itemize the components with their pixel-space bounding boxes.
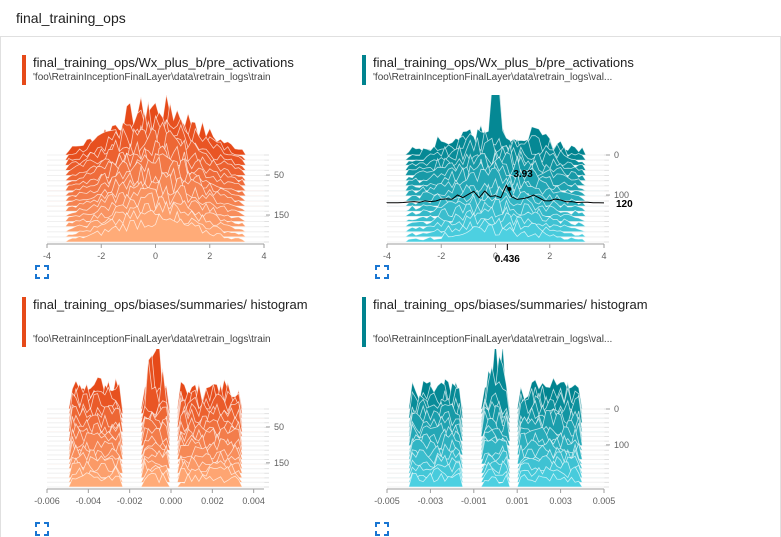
y-axis: 0 100 xyxy=(606,150,629,200)
run-color-bar xyxy=(362,297,366,347)
x-tick-label: -2 xyxy=(437,251,445,261)
x-tick-label: 4 xyxy=(261,251,266,261)
card-title: final_training_ops/biases/summaries/ his… xyxy=(33,297,308,312)
histogram-chart[interactable]: -0.006 -0.004 -0.002 0.000 0.002 0.004 50 150 xyxy=(22,349,342,525)
dashboard-header: final_training_ops xyxy=(0,0,781,37)
hover-x-label: 0.436 xyxy=(495,254,520,265)
run-color-bar xyxy=(22,297,26,347)
card-subtitle: 'foo\RetrainInceptionFinalLayer\data\ret… xyxy=(373,334,613,345)
y-tick-label: 0 xyxy=(614,150,619,160)
hover-overlay: 120 0.436 3.93 xyxy=(386,169,633,265)
card-title: final_training_ops/Wx_plus_b/pre_activat… xyxy=(33,55,294,70)
card-title: final_training_ops/biases/summaries/ his… xyxy=(373,297,648,312)
x-tick-label: -2 xyxy=(97,251,105,261)
x-tick-label: -0.005 xyxy=(374,496,400,506)
y-tick-label: 100 xyxy=(614,440,629,450)
y-axis: 0 100 xyxy=(606,404,629,450)
ridgeline-series xyxy=(386,217,605,238)
ridgeline-series xyxy=(386,198,605,222)
histogram-card: final_training_ops/biases/summaries/ his… xyxy=(22,297,352,536)
x-axis: -4 -2 0 2 4 xyxy=(43,243,267,261)
y-tick-label: 50 xyxy=(274,170,284,180)
x-tick-label: -4 xyxy=(383,251,391,261)
y-axis: 50 150 xyxy=(266,422,289,468)
x-tick-label: 0 xyxy=(153,251,158,261)
ridgeline-series xyxy=(387,224,604,243)
x-tick-label: 0.005 xyxy=(593,496,616,506)
y-tick-label: 150 xyxy=(274,458,289,468)
histogram-card: final_training_ops/Wx_plus_b/pre_activat… xyxy=(22,55,352,290)
x-tick-label: 2 xyxy=(207,251,212,261)
expand-icon[interactable] xyxy=(375,265,389,279)
card-subtitle: 'foo\RetrainInceptionFinalLayer\data\ret… xyxy=(33,72,271,83)
x-axis: -0.005 -0.003 -0.001 0.001 0.003 0.005 xyxy=(374,488,616,506)
x-tick-label: 0.003 xyxy=(549,496,572,506)
hover-line xyxy=(386,184,605,204)
hover-value-label: 3.93 xyxy=(513,169,533,180)
run-color-bar xyxy=(22,55,26,85)
x-tick-label: -0.002 xyxy=(117,496,143,506)
x-tick-label: -0.006 xyxy=(34,496,60,506)
x-tick-label: -0.004 xyxy=(76,496,102,506)
ridgeline-series xyxy=(47,472,264,488)
x-tick-label: 2 xyxy=(547,251,552,261)
x-axis: -4 -2 0 2 4 xyxy=(383,243,607,261)
y-tick-label: 100 xyxy=(614,190,629,200)
ridgeline-series xyxy=(387,349,604,410)
card-title: final_training_ops/Wx_plus_b/pre_activat… xyxy=(373,55,634,70)
x-tick-label: 0.004 xyxy=(242,496,265,506)
card-subtitle: 'foo\RetrainInceptionFinalLayer\data\ret… xyxy=(33,334,271,345)
x-tick-label: 0.001 xyxy=(506,496,529,506)
expand-icon[interactable] xyxy=(35,522,49,536)
card-subtitle: 'foo\RetrainInceptionFinalLayer\data\ret… xyxy=(373,72,613,83)
histogram-chart[interactable]: -0.005 -0.003 -0.001 0.001 0.003 0.005 0 100 xyxy=(362,349,682,525)
y-axis: 50 150 xyxy=(266,170,289,220)
hover-step-label: 120 xyxy=(616,199,633,210)
hover-point xyxy=(507,187,512,192)
ridgeline-series xyxy=(386,206,605,228)
ridgeline-series xyxy=(386,95,605,161)
x-tick-label: 4 xyxy=(601,251,606,261)
category-title[interactable]: final_training_ops xyxy=(16,10,126,26)
run-color-bar xyxy=(362,55,366,85)
ridgeline-series xyxy=(387,472,604,488)
x-axis: -0.006 -0.004 -0.002 0.000 0.002 0.004 xyxy=(34,488,265,506)
expand-icon[interactable] xyxy=(35,265,49,279)
y-tick-label: 150 xyxy=(274,210,289,220)
histogram-card: final_training_ops/biases/summaries/ his… xyxy=(362,297,692,536)
x-tick-label: 0 xyxy=(493,251,498,261)
x-tick-label: 0.002 xyxy=(201,496,224,506)
x-tick-label: -0.003 xyxy=(418,496,444,506)
histogram-chart[interactable]: -4 -2 0 2 4 50 150 xyxy=(22,95,342,280)
ridgeline-series xyxy=(47,213,264,243)
histogram-card: final_training_ops/Wx_plus_b/pre_activat… xyxy=(362,55,692,290)
y-tick-label: 50 xyxy=(274,422,284,432)
x-tick-label: -0.001 xyxy=(461,496,487,506)
x-tick-label: 0.000 xyxy=(160,496,183,506)
y-tick-label: 0 xyxy=(614,404,619,414)
x-tick-label: -4 xyxy=(43,251,51,261)
histogram-panel: final_training_ops/Wx_plus_b/pre_activat… xyxy=(0,37,781,537)
expand-icon[interactable] xyxy=(375,522,389,536)
